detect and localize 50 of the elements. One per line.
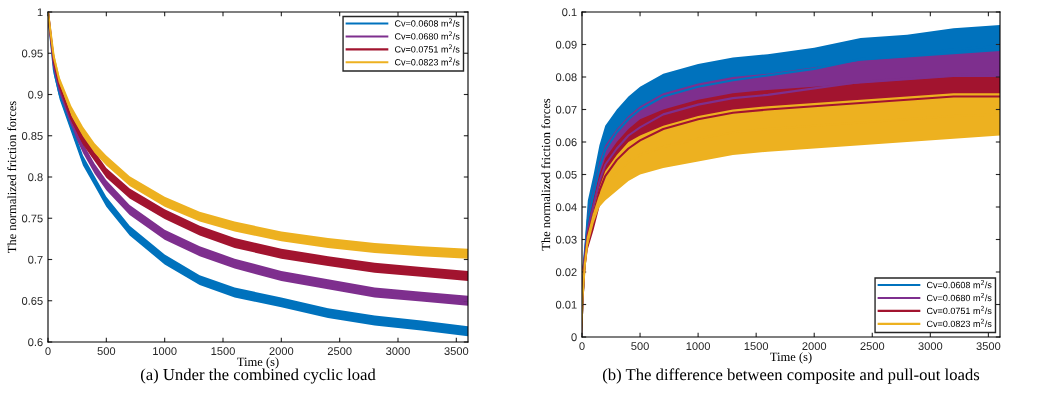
x-tick-label: 3000 <box>386 347 410 356</box>
y-tick-label: 0.9 <box>28 90 43 99</box>
y-tick-label: 0.65 <box>21 297 43 305</box>
legend-label: Cv=0.0608 m$^{2}$/s <box>394 18 460 27</box>
x-tick-label: 0 <box>579 342 585 351</box>
y-tick-label: 0.1 <box>562 8 577 17</box>
x-tick-label: 3500 <box>976 342 1001 351</box>
y-tick-label: 0.09 <box>555 40 577 49</box>
y-tick-label: 0.05 <box>555 170 577 179</box>
x-tick-label: 1000 <box>686 342 711 351</box>
legend-label: Cv=0.0680 m$^{2}$/s <box>394 31 460 40</box>
x-tick-label: 2000 <box>269 347 294 356</box>
legend-label: Cv=0.0751 m$^{2}$/s <box>394 44 460 53</box>
legend-label: Cv=0.0608 m$^{2}$/s <box>926 280 992 289</box>
text: (b) The difference between composite and pull-out loads <box>602 368 980 384</box>
x-tick-label: 2500 <box>327 347 352 356</box>
y-tick-label: 0.75 <box>21 214 43 223</box>
legend-label: Cv=0.0680 m$^{2}$/s <box>926 292 992 302</box>
x-tick-label: 1000 <box>153 347 177 356</box>
text: (a) Under the combined cyclic load <box>140 368 376 384</box>
x-tick-label: 0 <box>45 347 51 356</box>
y-tick-label: 0 <box>571 333 577 342</box>
y-tick-label: 0.06 <box>555 138 577 147</box>
y-axis-title: The normalized friction forces <box>541 98 551 251</box>
y-tick-label: 0.02 <box>555 268 577 277</box>
y-tick-label: 0.07 <box>555 105 577 114</box>
y-tick-label: 0.04 <box>555 203 577 212</box>
x-tick-label: 500 <box>97 347 116 356</box>
legend-label: Cv=0.0823 m$^{2}$/s <box>926 318 992 328</box>
x-tick-label: 3500 <box>444 347 469 356</box>
x-tick-label: 1500 <box>211 347 235 356</box>
y-tick-label: 1 <box>37 8 43 17</box>
legend-label: Cv=0.0823 m$^{2}$/s <box>394 57 460 66</box>
y-axis-title: The normalized friction forces <box>7 101 17 253</box>
x-tick-label: 3000 <box>918 342 943 351</box>
y-tick-label: 0.8 <box>28 173 43 182</box>
x-tick-label: 2500 <box>860 342 885 351</box>
legend-label: Cv=0.0751 m$^{2}$/s <box>926 305 992 315</box>
x-tick-label: 500 <box>631 342 649 351</box>
y-tick-label: 0.7 <box>28 255 43 264</box>
x-axis-title: Time (s) <box>770 352 812 364</box>
y-tick-label: 0.03 <box>555 235 577 244</box>
y-tick-label: 0.85 <box>21 132 43 140</box>
y-tick-label: 0.08 <box>555 73 577 82</box>
x-tick-label: 1500 <box>744 342 769 351</box>
y-tick-label: 0.01 <box>555 300 577 309</box>
x-tick-label: 2000 <box>802 342 827 351</box>
y-tick-label: 0.95 <box>21 49 43 58</box>
x-axis-title: Time (s) <box>237 357 279 369</box>
y-tick-label: 0.6 <box>28 338 43 347</box>
